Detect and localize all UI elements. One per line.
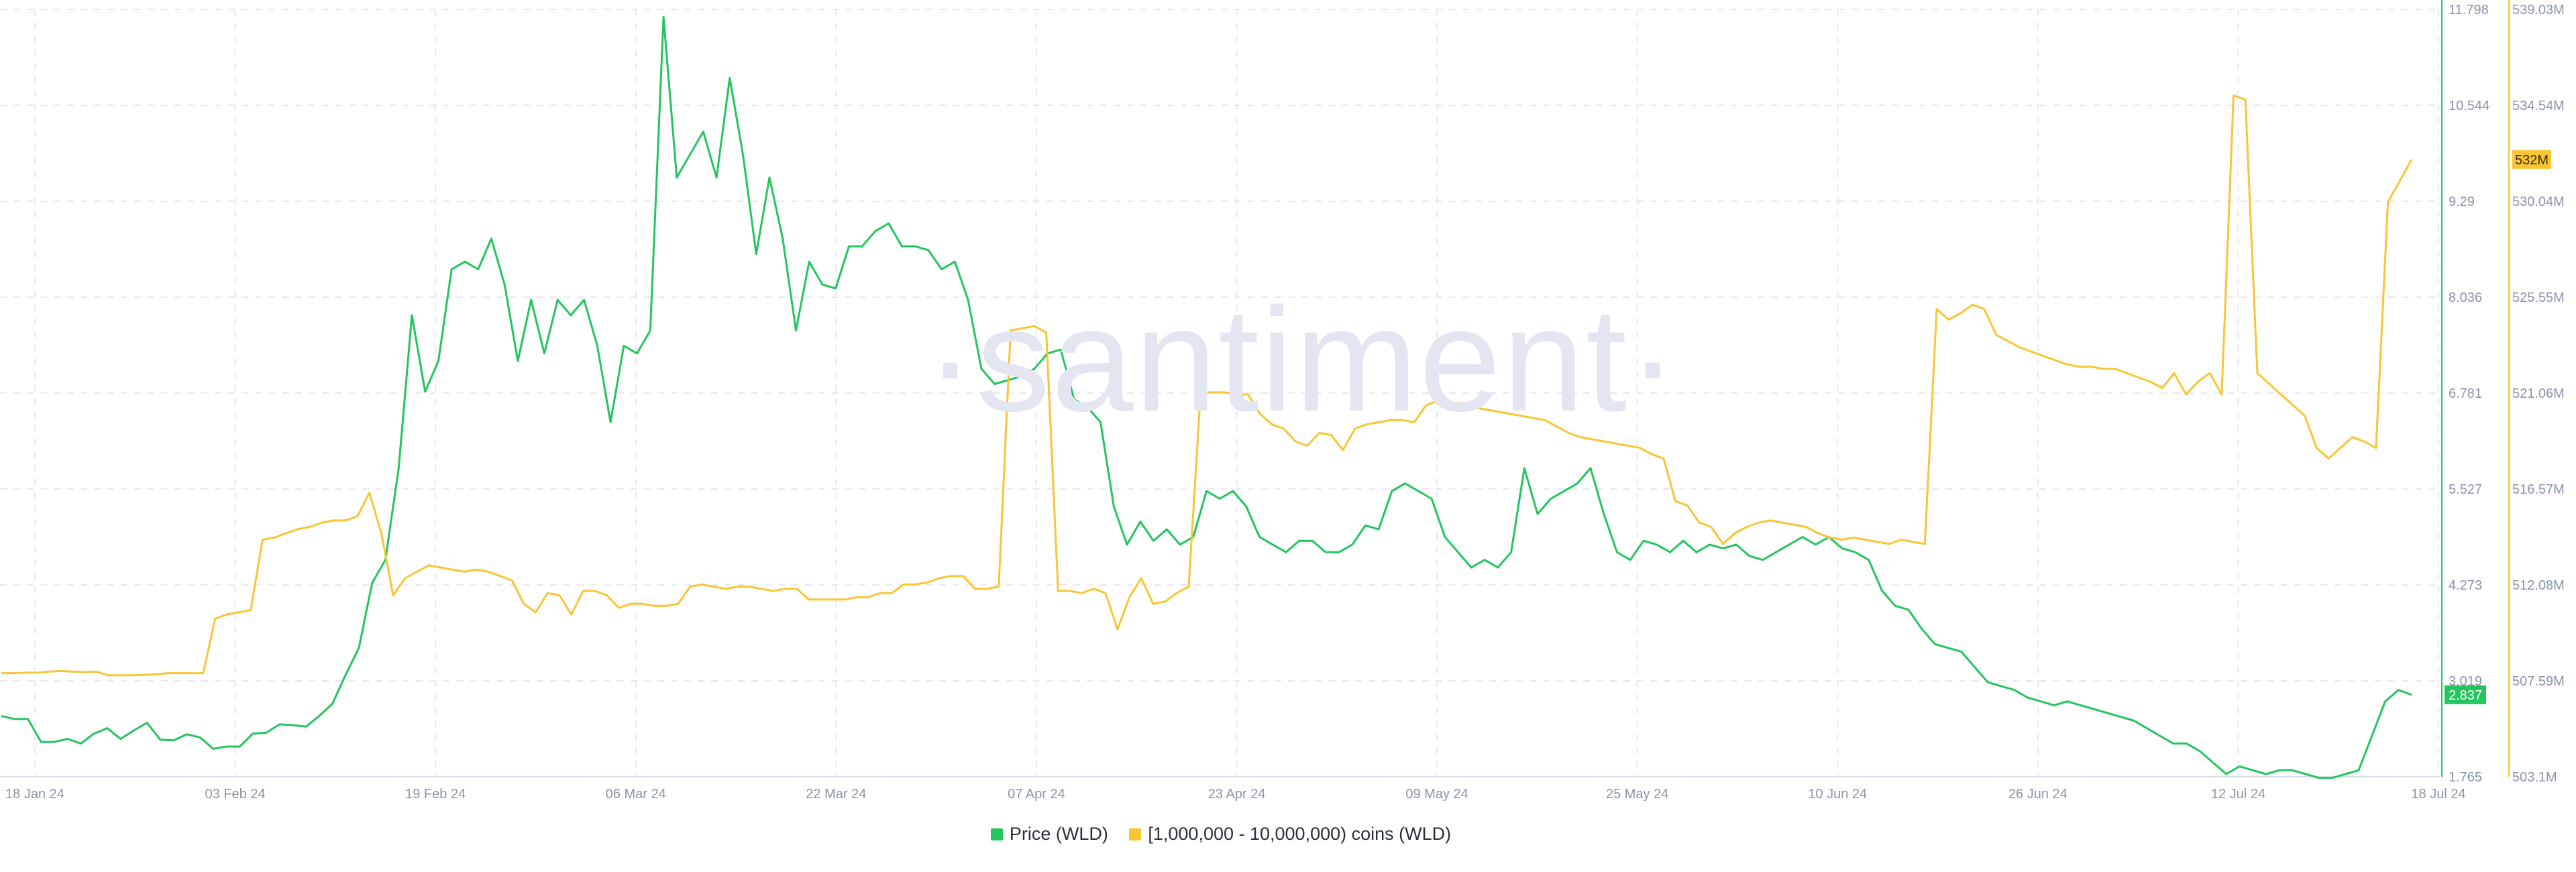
x-axis-tick-label: 06 Mar 24: [606, 787, 666, 802]
coins-axis-tick-label: 539.03M: [2512, 3, 2565, 17]
coins-line: [1, 94, 2413, 677]
coins-axis-tick-label: 503.1M: [2512, 770, 2557, 785]
legend: Price (WLD) [1,000,000 - 10,000,000) coi…: [0, 824, 2442, 845]
x-axis-tick-label: 12 Jul 24: [2211, 787, 2265, 802]
x-axis-tick-label: 19 Feb 24: [405, 787, 466, 802]
x-axis-tick-label: 03 Feb 24: [205, 787, 266, 802]
price-axis-tick-label: 5.527: [2449, 482, 2482, 497]
price-last-value-badge: [2445, 685, 2486, 704]
x-axis-tick-label: 18 Jan 24: [5, 787, 64, 802]
coins-last-value-label: 532M: [2515, 153, 2548, 168]
price-axis-tick-label: 9.29: [2449, 195, 2475, 209]
legend-item-coins[interactable]: [1,000,000 - 10,000,000) coins (WLD): [1129, 824, 1451, 844]
coins-axis-tick-label: 521.06M: [2512, 386, 2565, 401]
price-swatch-icon: [990, 828, 1003, 840]
x-axis-tick-label: 07 Apr 24: [1008, 787, 1065, 802]
x-axis-tick-label: 10 Jun 24: [1808, 787, 1867, 802]
coins-axis-tick-label: 507.59M: [2512, 674, 2565, 689]
price-axis-tick-label: 3.019: [2449, 674, 2482, 689]
legend-label-coins: [1,000,000 - 10,000,000) coins (WLD): [1148, 824, 1452, 844]
x-axis-tick-label: 25 May 24: [1606, 787, 1668, 802]
series-lines: [1, 15, 2413, 779]
x-axis-tick-label: 23 Apr 24: [1208, 787, 1266, 802]
coins-axis-tick-label: 516.57M: [2512, 482, 2565, 497]
axes: [0, 0, 2510, 777]
legend-label-price: Price (WLD): [1009, 824, 1108, 844]
price-axis-tick-label: 4.273: [2449, 578, 2482, 593]
coins-axis-tick-label: 530.04M: [2512, 195, 2565, 209]
coins-axis-tick-label: 534.54M: [2512, 99, 2565, 113]
coins-last-value-badge: [2512, 150, 2551, 169]
price-axis-tick-label: 11.798: [2449, 3, 2489, 17]
coins-axis-tick-label: 512.08M: [2512, 578, 2565, 593]
coins-swatch-icon: [1129, 828, 1142, 840]
price-axis-tick-label: 1.765: [2449, 770, 2482, 785]
price-line: [1, 15, 2412, 779]
legend-item-price[interactable]: Price (WLD): [990, 824, 1108, 844]
x-axis-tick-label: 09 May 24: [1405, 787, 1468, 802]
price-axis-tick-label: 6.781: [2449, 386, 2482, 401]
price-last-value-label: 2.837: [2449, 688, 2482, 703]
x-axis-tick-label: 22 Mar 24: [806, 787, 866, 802]
price-axis-tick-label: 10.544: [2449, 99, 2489, 113]
axis-labels: 11.798 539.03M 10.544 534.54M 9.29 530.04M 8.0…: [5, 3, 2565, 802]
price-axis-tick-label: 8.036: [2449, 290, 2482, 305]
coins-axis-tick-label: 525.55M: [2512, 290, 2565, 305]
x-axis-tick-label: 18 Jul 24: [2411, 787, 2465, 802]
x-axis-tick-label: 26 Jun 24: [2008, 787, 2068, 802]
